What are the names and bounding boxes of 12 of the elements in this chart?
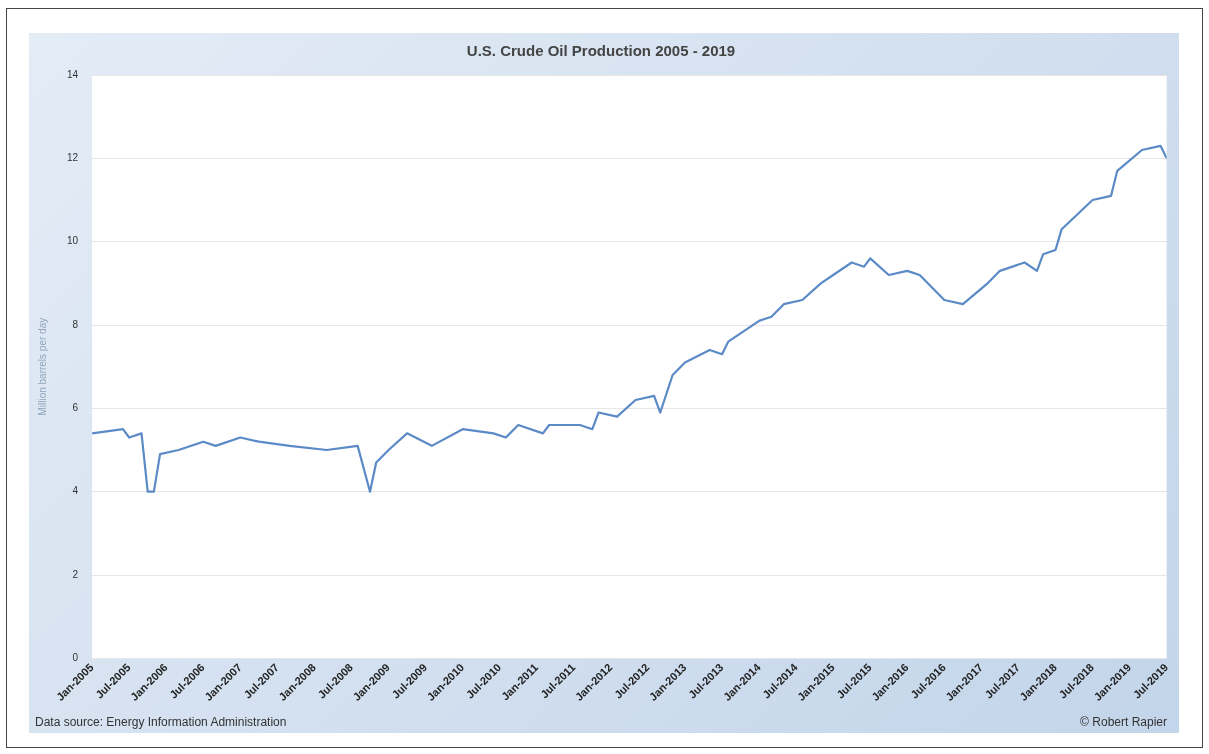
y-tick-label: 14 <box>67 68 79 80</box>
y-tick-label: 6 <box>72 402 79 414</box>
y-tick-label: 12 <box>67 152 79 164</box>
source-note: Data source: Energy Information Administration <box>35 715 287 729</box>
y-tick-label: 0 <box>72 652 79 664</box>
y-tick-label: 2 <box>72 568 79 580</box>
chart-title: U.S. Crude Oil Production 2005 - 2019 <box>466 42 736 60</box>
y-tick-label: 4 <box>72 485 79 497</box>
y-tick-label: 8 <box>72 318 79 330</box>
y-tick-label: 10 <box>67 235 79 247</box>
text: © Robert Rapier <box>1080 715 1167 729</box>
y-axis-title: Million barrels per day <box>36 317 48 416</box>
